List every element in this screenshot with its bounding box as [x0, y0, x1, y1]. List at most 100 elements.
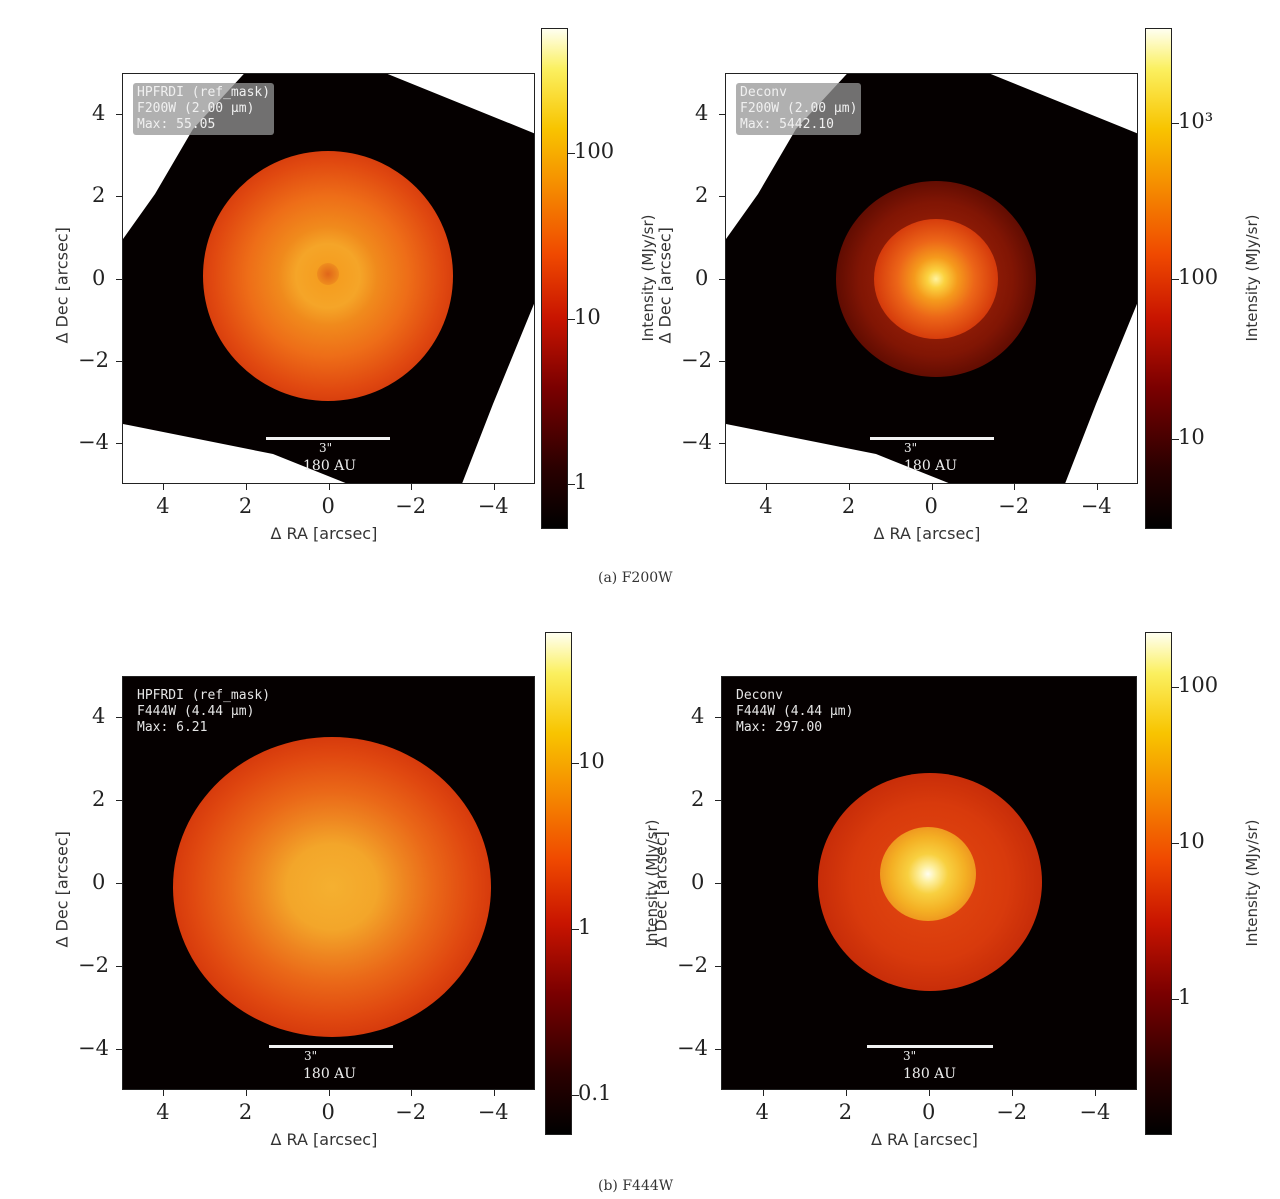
y-tick-label: 4 [691, 704, 705, 729]
y-tick-mark [116, 442, 122, 444]
x-tick-label: 2 [838, 1100, 853, 1124]
legend-line-filter: F200W (2.00 μm) [740, 101, 858, 116]
y-tick-label: −4 [681, 429, 712, 454]
disk-outer-glow [173, 737, 491, 1037]
colorbar-tick-label: 100 [1178, 264, 1219, 289]
x-tick-label: 4 [755, 1100, 769, 1124]
y-tick-label: 2 [92, 787, 106, 812]
y-tick-label: 0 [92, 265, 106, 290]
y-tick-mark [116, 717, 122, 719]
caption-b: (b) F444W [598, 1178, 674, 1194]
x-tick-mark [328, 1090, 330, 1096]
legend-line-filter: F200W (2.00 μm) [137, 101, 255, 116]
y-tick-label: 4 [92, 101, 106, 126]
scale-bar-arcsec: 3" [903, 1049, 917, 1063]
x-tick-label: 0 [321, 1100, 335, 1124]
colorbar-label: Intensity (MJy/sr) [1243, 213, 1261, 342]
y-tick-label: 2 [691, 787, 705, 812]
y-tick-mark [116, 800, 122, 802]
scale-bar-au: 180 AU [904, 458, 958, 474]
x-tick-mark [931, 484, 933, 490]
scale-bar-arcsec: 3" [319, 441, 333, 455]
colorbar [545, 632, 572, 1135]
image-axes: HPFRDI (ref_mask) F444W (4.44 μm) Max: 6… [122, 676, 535, 1090]
legend-line-filter: F444W (4.44 μm) [137, 704, 255, 719]
x-axis-label: Δ RA [arcsec] [270, 1130, 378, 1149]
x-tick-mark [411, 1090, 413, 1096]
y-axis-label: Δ Dec [arcsec] [52, 831, 72, 948]
x-tick-label: −2 [998, 494, 1030, 518]
y-tick-mark [116, 1048, 122, 1050]
legend-line-method: Deconv [736, 688, 783, 703]
x-tick-mark [411, 484, 413, 490]
image-axes: HPFRDI (ref_mask) F200W (2.00 μm) Max: 5… [122, 73, 535, 484]
x-tick-mark [929, 1090, 930, 1096]
scale-bar-au: 180 AU [303, 1066, 357, 1082]
y-tick-mark [715, 800, 721, 802]
panel-legend: Deconv F444W (4.44 μm) Max: 297.00 [732, 686, 857, 738]
colorbar-tick-mark [1172, 438, 1179, 440]
legend-line-method: HPFRDI (ref_mask) [137, 688, 271, 703]
scale-bar-au: 180 AU [303, 458, 357, 474]
x-tick-label: −4 [1080, 494, 1112, 518]
scale-bar [867, 1045, 993, 1048]
colorbar-tick-mark [1172, 843, 1179, 845]
colorbar [1145, 632, 1172, 1135]
scale-bar-au: 180 AU [903, 1066, 957, 1082]
y-tick-mark [116, 278, 122, 280]
scale-bar [870, 437, 994, 440]
x-tick-label: 4 [156, 1100, 170, 1124]
y-axis-label: Δ Dec [arcsec] [52, 226, 72, 343]
colorbar-tick-mark [1172, 999, 1179, 1001]
legend-line-max: Max: 6.21 [137, 720, 208, 735]
y-tick-mark [116, 965, 122, 967]
y-tick-mark [116, 196, 122, 198]
y-tick-label: −2 [78, 952, 109, 977]
disk-core [317, 263, 339, 285]
colorbar-tick-label: 100 [574, 139, 615, 164]
colorbar [1145, 28, 1172, 529]
y-tick-label: 2 [92, 183, 106, 208]
x-tick-label: −2 [395, 1100, 427, 1124]
colorbar-tick-mark [568, 483, 575, 485]
x-tick-label: −4 [477, 494, 509, 518]
panel-legend: HPFRDI (ref_mask) F444W (4.44 μm) Max: 6… [133, 686, 274, 738]
y-tick-mark [719, 196, 725, 198]
y-tick-mark [715, 717, 721, 719]
colorbar-tick-label: 0.1 [578, 1080, 612, 1105]
x-axis-label: Δ RA [arcsec] [873, 524, 981, 543]
colorbar-tick-label: 10 [578, 748, 605, 773]
panel-f200w-hpfrdi: HPFRDI (ref_mask) F200W (2.00 μm) Max: 5… [0, 0, 640, 560]
y-tick-mark [719, 114, 725, 116]
x-tick-label: −4 [1079, 1100, 1111, 1124]
legend-line-filter: F444W (4.44 μm) [736, 704, 854, 719]
x-tick-mark [1012, 1090, 1014, 1096]
caption-a: (a) F200W [598, 570, 673, 586]
y-tick-mark [116, 883, 122, 884]
y-tick-label: −2 [78, 347, 109, 372]
x-tick-mark [1096, 484, 1098, 490]
y-tick-label: −4 [78, 1035, 109, 1060]
y-tick-mark [116, 360, 122, 362]
colorbar-tick-mark [1172, 123, 1179, 125]
y-tick-label: −4 [78, 429, 109, 454]
x-tick-label: 0 [924, 494, 938, 518]
panel-f200w-deconv: Deconv F200W (2.00 μm) Max: 5442.10 3" 1… [0, 0, 1280, 560]
panel-f444w-hpfrdi: HPFRDI (ref_mask) F444W (4.44 μm) Max: 6… [122, 676, 535, 1090]
y-tick-mark [719, 442, 725, 444]
legend-line-max: Max: 5442.10 [740, 117, 834, 132]
colorbar-tick-mark [1172, 278, 1179, 280]
disk-inner [880, 827, 976, 921]
x-tick-mark [1095, 1090, 1097, 1096]
colorbar [541, 28, 568, 529]
y-tick-label: 0 [92, 870, 106, 894]
colorbar-tick-label: 10³ [1178, 109, 1214, 134]
y-tick-label: −2 [681, 347, 712, 372]
legend-line-method: HPFRDI (ref_mask) [137, 85, 271, 100]
y-axis-label: Δ Dec [arcsec] [655, 226, 675, 343]
image-axes: Deconv F200W (2.00 μm) Max: 5442.10 3" 1… [725, 73, 1138, 484]
y-tick-mark [715, 965, 721, 967]
legend-line-max: Max: 55.05 [137, 117, 216, 132]
x-tick-label: −2 [395, 494, 427, 518]
colorbar-tick-mark [568, 153, 575, 155]
